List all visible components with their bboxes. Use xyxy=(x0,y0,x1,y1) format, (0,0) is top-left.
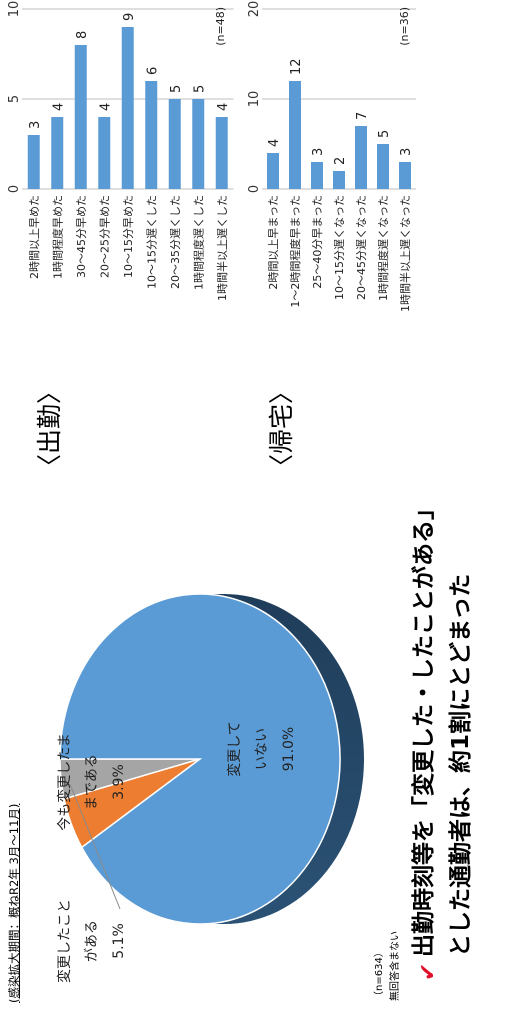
n-note: (n=48) xyxy=(214,7,227,46)
pie-label-changed: 変更したこと がある 5.1% xyxy=(52,881,133,1001)
category-label-3: 20～25分早めた xyxy=(98,195,111,278)
conclusion-line1: 出勤時刻等を「変更した・したことがある」 xyxy=(411,497,437,957)
category-label-0: 2時間以上早めた xyxy=(28,195,41,279)
category-label-7: 1時間程度遅くした xyxy=(191,195,205,290)
pie-label-still-line1: 今も変更したま xyxy=(57,733,73,831)
data-label-4: 7 xyxy=(355,112,370,120)
category-label-6: 1時間半以上遅くなった xyxy=(398,195,412,312)
pie-chart xyxy=(59,593,364,925)
check-icon: ✔ xyxy=(416,962,441,981)
category-label-2: 25～40分早まった xyxy=(311,195,324,289)
data-label-0: 3 xyxy=(28,121,43,129)
data-label-2: 3 xyxy=(311,148,326,156)
data-label-5: 5 xyxy=(377,130,392,138)
data-label-7: 5 xyxy=(192,85,207,93)
bar-0 xyxy=(267,153,279,189)
pie-label-changed-line2: がある xyxy=(84,920,100,962)
section-commute: 〈出勤〉 xyxy=(35,378,64,479)
bar-6 xyxy=(399,162,411,189)
no-answer-note: 無回答含まない xyxy=(390,931,401,1001)
bar-8 xyxy=(215,117,228,189)
pie-label-still-line2: まである xyxy=(84,754,100,810)
bar-5 xyxy=(377,144,389,189)
bar-4 xyxy=(121,27,134,189)
category-label-5: 10～15分遅くした xyxy=(145,195,158,289)
data-label-6: 5 xyxy=(169,85,184,93)
bar-1 xyxy=(289,81,301,189)
pie-n-note: （n=634） xyxy=(374,947,385,1001)
bar-2 xyxy=(311,162,323,189)
return-bar-chart: 0 10 20 2時間以上早まった 4 1～2時間程度早まった 12 25～40分早まった 3 1… xyxy=(247,1,416,312)
category-label-4: 20～45分遅くなった xyxy=(355,195,368,300)
tick-label-2: 20 xyxy=(247,1,262,18)
category-label-3: 10～15分遅くなった xyxy=(333,195,346,300)
pie-label-changed-line1: 変更したこと xyxy=(57,899,73,983)
bar-3 xyxy=(98,117,111,189)
category-label-4: 10～15分早めた xyxy=(122,195,135,278)
data-label-4: 9 xyxy=(122,13,137,21)
category-label-1: 1時間程度早めた xyxy=(50,195,64,279)
bar-4 xyxy=(355,126,367,189)
bar-7 xyxy=(192,99,205,189)
pie-label-still-value: 3.9% xyxy=(111,764,127,800)
pie-label-unchanged-value: 91.0% xyxy=(281,726,297,772)
category-label-5: 1時間程度遅くなった xyxy=(376,195,390,301)
data-label-2: 8 xyxy=(75,31,90,39)
bar-6 xyxy=(168,99,181,189)
data-label-3: 2 xyxy=(333,157,348,165)
data-label-8: 4 xyxy=(216,103,231,111)
tick-label-2: 10 xyxy=(7,1,22,18)
n-note: (n=36) xyxy=(398,7,411,46)
pie-slice-unchanged xyxy=(59,593,341,925)
tick-label-0: 0 xyxy=(247,185,262,193)
data-label-3: 4 xyxy=(98,103,113,111)
pie-label-changed-value: 5.1% xyxy=(111,923,127,959)
pie-label-unchanged-line1: 変更して xyxy=(227,721,243,777)
commute-bar-chart: 0 5 10 2時間以上早めた 3 1時間程度早めた 4 30～45分早めた 8 20～25分早め… xyxy=(7,1,234,301)
category-label-0: 2時間以上早まった xyxy=(267,195,280,290)
pie-label-unchanged-line2: いない xyxy=(254,728,270,770)
bar-0 xyxy=(27,135,40,189)
data-label-0: 4 xyxy=(267,139,282,147)
category-label-6: 20～35分遅くした xyxy=(169,195,182,289)
data-label-1: 4 xyxy=(51,103,66,111)
data-label-6: 3 xyxy=(399,148,414,156)
conclusion: 出勤時刻等を「変更した・したことがある」 とした通勤者は、約1割にとどまった xyxy=(406,497,480,957)
tick-label-0: 0 xyxy=(7,185,22,193)
category-label-2: 30～45分早めた xyxy=(75,195,88,278)
pie-label-unchanged: 変更して いない 91.0% xyxy=(222,694,303,804)
category-label-1: 1～2時間程度早まった xyxy=(288,195,302,308)
category-label-8: 1時間半以上遅くした xyxy=(215,195,229,301)
pie-leader-line xyxy=(69,783,121,910)
bar-2 xyxy=(74,45,87,189)
data-label-5: 6 xyxy=(145,67,160,75)
data-label-1: 12 xyxy=(289,58,304,75)
tick-label-1: 10 xyxy=(247,91,262,108)
tick-label-1: 5 xyxy=(7,95,22,103)
bar-3 xyxy=(333,171,345,189)
section-return: 〈帰宅〉 xyxy=(267,378,296,479)
conclusion-line2: とした通勤者は、約1割にとどまった xyxy=(448,573,474,957)
pie-label-still: 今も変更したま まである 3.9% xyxy=(52,707,133,857)
bar-1 xyxy=(51,117,64,189)
pie-side xyxy=(200,594,364,924)
bar-5 xyxy=(145,81,158,189)
